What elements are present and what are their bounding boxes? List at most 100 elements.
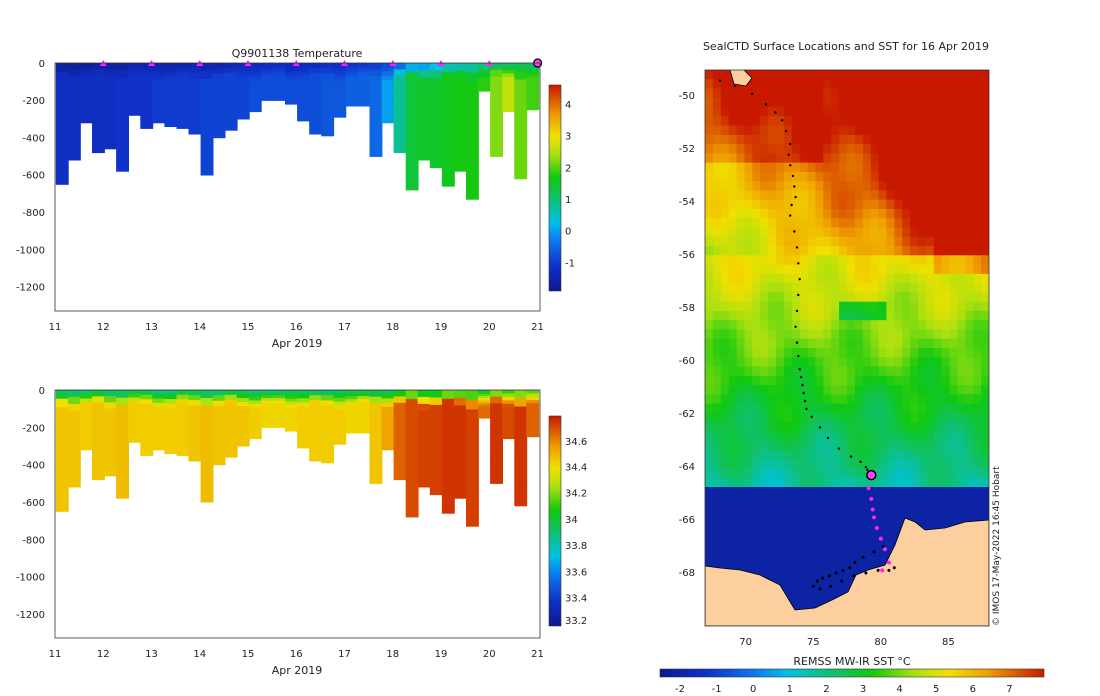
sst-cell [847,338,856,349]
sst-cell [815,505,824,516]
profile-cell [381,97,395,102]
sst-cell [981,246,989,256]
sst-cell [965,357,974,368]
sst-cell [736,283,746,293]
profile-cell [490,83,503,91]
sst-cell [973,422,982,432]
sst-cell [839,579,848,590]
sst-cell [925,366,935,377]
sst-cell [728,357,738,368]
profile-cell [164,81,178,87]
sst-cell [847,412,856,423]
sst-cell [712,310,722,321]
sst-cell [720,171,730,182]
sst-cell [910,440,919,451]
profile-cell [466,399,479,410]
profile-cell [357,423,371,428]
sst-cell [957,162,966,173]
track-point [799,375,803,379]
sst-cell [886,97,895,108]
sst-cell [839,459,848,470]
coastal-track-point [872,550,876,554]
sst-cell [847,348,856,358]
profile-cell [152,71,166,77]
sst-cell [839,79,848,90]
sst-cell [783,348,793,358]
sst-cell [720,357,730,368]
profile-cell [152,398,166,404]
sst-cell [981,97,989,108]
profile-cell [116,467,129,476]
profile-cell [429,404,443,413]
profile-cell [152,84,166,90]
sst-cell [728,487,738,497]
profile-cell [140,408,154,414]
profile-cell [273,406,286,410]
profile-cell [212,79,226,85]
profile-cell [333,417,347,422]
sst-cell [823,70,832,80]
profile-cell [128,431,142,436]
profile-cell [128,419,142,425]
sst-cell [894,292,903,303]
sst-cell [712,116,722,127]
profile-cell [405,507,419,518]
profile-cell [321,120,335,126]
sst-cell [941,301,951,312]
sst-cell [823,273,832,284]
profile-cell [236,414,250,419]
sst-cell [902,366,911,377]
sst-cell [965,273,974,284]
sst-cell [768,514,777,525]
profile-cell [188,68,202,74]
profile-cell [297,423,310,428]
sst-cell [918,162,927,173]
profile-cell [345,99,359,104]
sst-field [705,70,989,626]
sst-cell [768,310,777,321]
sst-cell [949,366,959,377]
colorbar-tick-label: 33.4 [565,594,587,605]
map-panel: SealCTD Surface Locations and SST for 16… [659,40,1045,695]
sst-cell [981,79,989,90]
sst-cell [925,70,935,80]
profile-cell [92,460,105,468]
sst-cell [894,283,903,293]
sst-cell [957,459,966,470]
sst-cell [862,264,872,275]
profile-cell [152,428,166,434]
profile-cell [128,412,142,417]
sst-cell [783,70,793,80]
sst-cell [878,273,888,284]
profile-cell [309,68,323,74]
sst-cell [925,209,935,219]
sst-cell [862,162,872,173]
sst-cell [776,514,785,525]
profile-cell [92,466,105,474]
sst-cell [744,375,753,386]
sst-cell [728,412,738,423]
x-tick-label: 11 [49,322,62,333]
sst-cell [965,97,974,108]
profile-cell [526,396,540,401]
sst-cell [918,227,927,238]
sst-cell [768,125,777,136]
profile-cell [285,422,298,426]
track-point [798,368,801,371]
sst-cell [752,542,761,553]
profile-cell [453,390,467,399]
profile-cell [466,189,479,200]
sst-cell [910,468,919,479]
sst-cell [878,246,888,256]
sst-cell [728,375,738,386]
sst-cell [933,125,943,136]
sst-cell [886,357,895,368]
profile-cell [116,436,129,445]
profile-cell [453,397,467,406]
profile-cell [260,390,274,394]
sst-cell [949,477,959,488]
sst-cell [823,514,832,525]
sst-cell [870,394,880,405]
profile-cell [104,130,117,138]
profile-cell [369,96,383,104]
